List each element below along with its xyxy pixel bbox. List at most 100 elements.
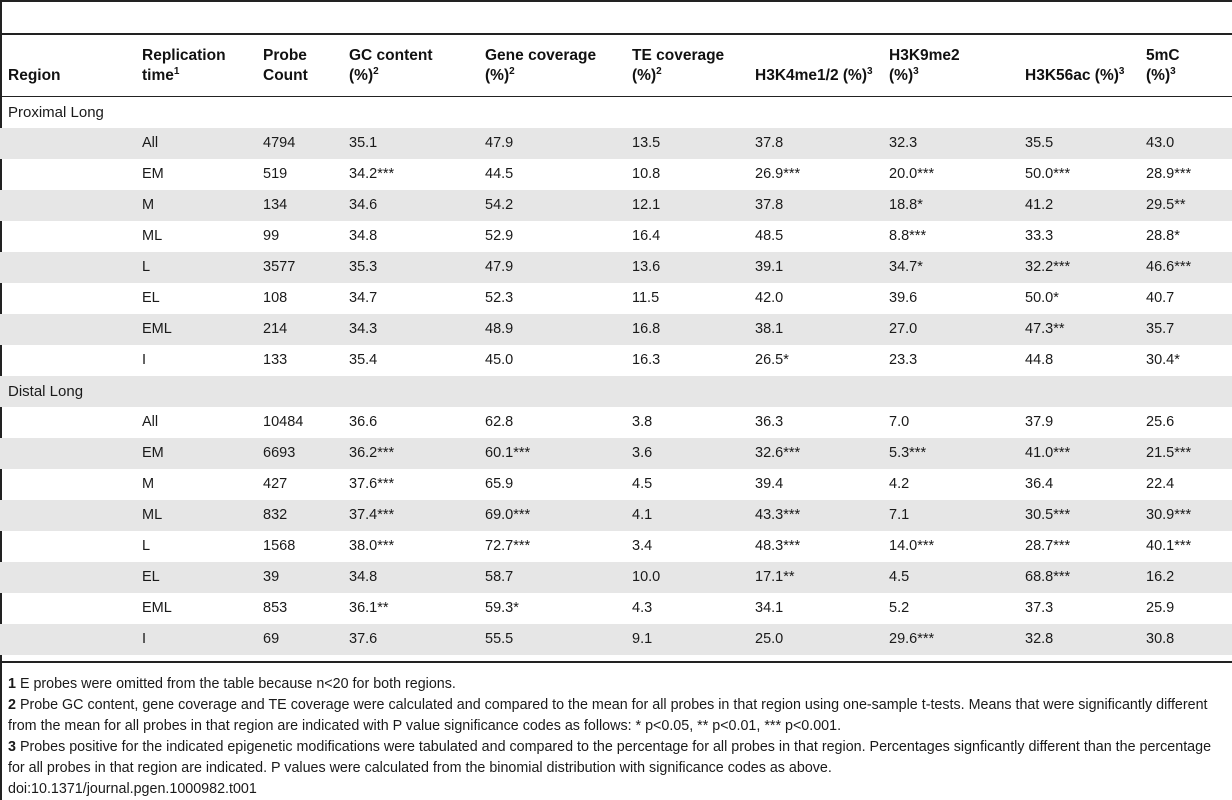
header-replication-time: Replication time1: [142, 47, 226, 84]
cell-gene-coverage: 47.9: [485, 259, 514, 275]
cell-5mc: 25.6: [1146, 414, 1175, 430]
header-h3k9me2: H3K9me2 (%)3: [889, 47, 960, 84]
cell-h3k9me2: 5.2: [889, 600, 910, 616]
cell-te-coverage: 9.1: [632, 631, 653, 647]
cell-5mc: 28.8*: [1146, 228, 1180, 244]
cell-gc-content: 37.6: [349, 631, 378, 647]
cell-5mc: 22.4: [1146, 476, 1175, 492]
cell-gene-coverage: 54.2: [485, 197, 514, 213]
cell-5mc: 16.2: [1146, 569, 1175, 585]
cell-5mc: 35.7: [1146, 321, 1175, 337]
cell-te-coverage: 13.6: [632, 259, 661, 275]
cell-te-coverage: 3.6: [632, 445, 653, 461]
cell-gc-content: 37.6***: [349, 476, 395, 492]
cell-gene-coverage: 69.0***: [485, 507, 531, 523]
cell-region: Distal Long: [8, 383, 84, 400]
group-row: Distal Long: [0, 376, 1232, 407]
cell-probe-count: 832: [263, 507, 288, 523]
cell-h3k56ac: 50.0***: [1025, 166, 1071, 182]
header-region: Region: [8, 67, 61, 84]
cell-replication-time: EM: [142, 166, 164, 182]
cell-h3k9me2: 34.7*: [889, 259, 923, 275]
cell-5mc: 25.9: [1146, 600, 1175, 616]
cell-te-coverage: 10.0: [632, 569, 661, 585]
cell-gc-content: 35.4: [349, 352, 378, 368]
cell-replication-time: L: [142, 259, 151, 275]
header-te-coverage: TE coverage (%)2: [632, 47, 725, 84]
table-row: ML 99 34.8 52.9 16.4 48.5 8.8*** 33.3 28.8*: [0, 221, 1232, 252]
cell-gene-coverage: 58.7: [485, 569, 514, 585]
header-gc-content: GC content (%)2: [349, 47, 433, 84]
table-row: EM 6693 36.2*** 60.1*** 3.6 32.6*** 5.3*** 41.0…: [0, 438, 1232, 469]
cell-te-coverage: 4.5: [632, 476, 653, 492]
cell-replication-time: All: [142, 135, 159, 151]
cell-replication-time: EML: [142, 321, 172, 337]
table-body: Proximal Long All 4794 35.1 47.9 13.5 37.8 32.3…: [0, 97, 1232, 655]
table-footnotes: 1 E probes were omitted from the table b…: [8, 674, 1230, 800]
cell-gene-coverage: 52.9: [485, 228, 514, 244]
doi-text: doi:10.1371/journal.pgen.1000982.t001: [8, 781, 257, 797]
cell-h3k9me2: 5.3***: [889, 445, 927, 461]
cell-h3k9me2: 20.0***: [889, 166, 935, 182]
cell-replication-time: EM: [142, 445, 164, 461]
table-top-rule: [0, 0, 1232, 2]
table-row: I 69 37.6 55.5 9.1 25.0 29.6*** 32.8 30.8: [0, 624, 1232, 655]
cell-h3k56ac: 41.2: [1025, 197, 1054, 213]
header-h3k56ac: H3K56ac (%)3: [1025, 65, 1125, 84]
cell-te-coverage: 16.8: [632, 321, 661, 337]
table-row: L 3577 35.3 47.9 13.6 39.1 34.7* 32.2*** 46.6***: [0, 252, 1232, 283]
cell-gc-content: 35.3: [349, 259, 378, 275]
cell-gc-content: 36.2***: [349, 445, 395, 461]
cell-5mc: 28.9***: [1146, 166, 1192, 182]
cell-h3k56ac: 33.3: [1025, 228, 1054, 244]
footnote-3: 3 Probes positive for the indicated epig…: [8, 739, 1212, 776]
cell-h3k9me2: 7.1: [889, 507, 910, 523]
table-row: EM 519 34.2*** 44.5 10.8 26.9*** 20.0*** 50.0**…: [0, 159, 1232, 190]
cell-h3k4me12: 48.5: [755, 228, 784, 244]
cell-gene-coverage: 60.1***: [485, 445, 531, 461]
cell-h3k9me2: 29.6***: [889, 631, 935, 647]
cell-gene-coverage: 45.0: [485, 352, 514, 368]
cell-probe-count: 10484: [263, 414, 304, 430]
cell-h3k56ac: 44.8: [1025, 352, 1054, 368]
table-row: ML 832 37.4*** 69.0*** 4.1 43.3*** 7.1 30.5*** 3…: [0, 500, 1232, 531]
cell-gc-content: 34.3: [349, 321, 378, 337]
cell-replication-time: I: [142, 631, 147, 647]
cell-5mc: 29.5**: [1146, 197, 1186, 213]
cell-5mc: 40.1***: [1146, 538, 1192, 554]
cell-gene-coverage: 72.7***: [485, 538, 531, 554]
cell-h3k9me2: 4.5: [889, 569, 910, 585]
cell-h3k4me12: 25.0: [755, 631, 784, 647]
cell-replication-time: L: [142, 538, 151, 554]
cell-h3k9me2: 39.6: [889, 290, 918, 306]
table-bottom-rule: [0, 661, 1232, 663]
table-row: L 1568 38.0*** 72.7*** 3.4 48.3*** 14.0*** 28.7…: [0, 531, 1232, 562]
cell-h3k56ac: 32.8: [1025, 631, 1054, 647]
header-5mc: 5mC (%)3: [1146, 47, 1180, 84]
cell-h3k4me12: 26.9***: [755, 166, 801, 182]
cell-probe-count: 134: [263, 197, 288, 213]
cell-h3k4me12: 38.1: [755, 321, 784, 337]
cell-h3k4me12: 43.3***: [755, 507, 801, 523]
cell-gene-coverage: 48.9: [485, 321, 514, 337]
cell-te-coverage: 4.3: [632, 600, 653, 616]
cell-gc-content: 36.6: [349, 414, 378, 430]
cell-h3k56ac: 37.9: [1025, 414, 1054, 430]
cell-5mc: 43.0: [1146, 135, 1175, 151]
cell-probe-count: 427: [263, 476, 288, 492]
cell-probe-count: 853: [263, 600, 288, 616]
header-gene-coverage: Gene coverage (%)2: [485, 47, 597, 84]
cell-5mc: 30.4*: [1146, 352, 1180, 368]
cell-probe-count: 99: [263, 228, 280, 244]
cell-te-coverage: 4.1: [632, 507, 653, 523]
cell-te-coverage: 16.3: [632, 352, 661, 368]
cell-te-coverage: 3.8: [632, 414, 653, 430]
cell-h3k4me12: 32.6***: [755, 445, 801, 461]
cell-gene-coverage: 52.3: [485, 290, 514, 306]
cell-gene-coverage: 65.9: [485, 476, 514, 492]
cell-5mc: 30.8: [1146, 631, 1175, 647]
cell-replication-time: ML: [142, 507, 163, 523]
cell-h3k9me2: 18.8*: [889, 197, 923, 213]
cell-h3k56ac: 68.8***: [1025, 569, 1071, 585]
table-row: EL 39 34.8 58.7 10.0 17.1** 4.5 68.8*** 16.2: [0, 562, 1232, 593]
